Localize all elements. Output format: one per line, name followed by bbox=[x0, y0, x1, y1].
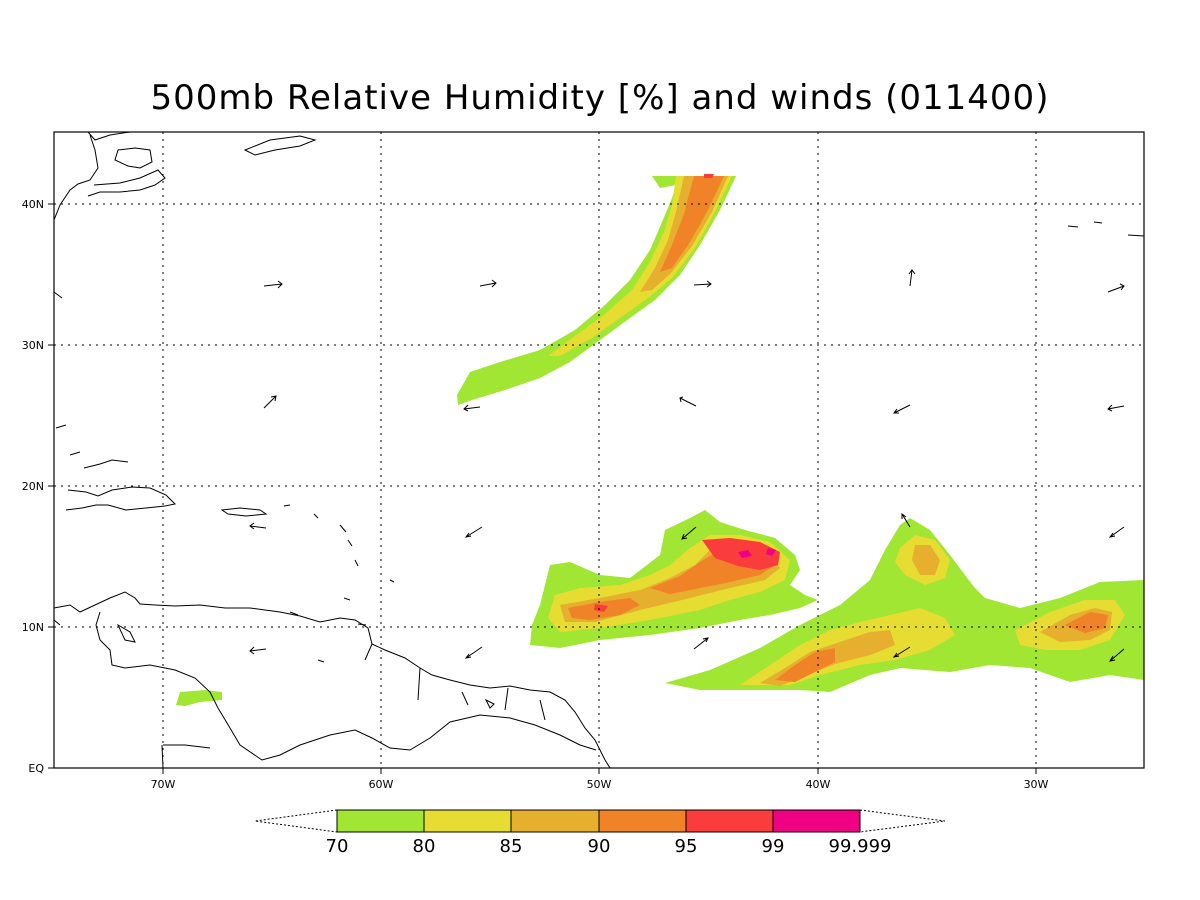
wind-vector bbox=[893, 404, 911, 414]
lon-labels: 70W 60W 50W 40W 30W bbox=[151, 778, 1049, 791]
lon-label: 30W bbox=[1024, 778, 1049, 791]
lat-labels: 40N 30N 20N 10N EQ bbox=[22, 198, 45, 775]
wind-vector bbox=[1108, 526, 1125, 538]
lon-label: 60W bbox=[369, 778, 394, 791]
humidity-region-west-90 bbox=[568, 550, 775, 620]
humidity-region-north-95 bbox=[704, 174, 714, 178]
lon-label: 50W bbox=[587, 778, 612, 791]
colorbar-swatch-70-80 bbox=[336, 809, 425, 833]
wind-vector bbox=[908, 269, 916, 287]
humidity-region-west-99 bbox=[738, 548, 776, 558]
wind-vector bbox=[1107, 283, 1125, 293]
wind-vector bbox=[464, 646, 483, 659]
wind-vector bbox=[263, 395, 277, 409]
wind-vector bbox=[249, 522, 267, 530]
wind-vector bbox=[249, 646, 267, 655]
wind-vector bbox=[681, 526, 697, 540]
wind-vectors bbox=[53, 269, 1125, 662]
lat-label: 10N bbox=[22, 621, 44, 634]
humidity-region-north-90 bbox=[660, 176, 724, 272]
axis-ticks bbox=[48, 203, 1037, 774]
humidity-region-venezuela bbox=[176, 690, 222, 706]
lat-label: 40N bbox=[22, 198, 44, 211]
colorbar-label: 99 bbox=[762, 836, 785, 857]
colorbar-swatch-95-99 bbox=[685, 809, 774, 833]
lon-label: 70W bbox=[151, 778, 176, 791]
colorbar-low-extension bbox=[254, 809, 338, 833]
lon-label: 40W bbox=[806, 778, 831, 791]
colorbar-swatch-85-90 bbox=[510, 809, 600, 833]
wind-vector bbox=[1107, 404, 1125, 412]
humidity-shading bbox=[176, 174, 1144, 706]
colorbar-swatch-90-95 bbox=[598, 809, 687, 833]
colorbar-label: 70 bbox=[326, 836, 349, 857]
colorbar-label: 90 bbox=[588, 836, 611, 857]
colorbar-label: 85 bbox=[500, 836, 523, 857]
colorbar-high-extension bbox=[859, 809, 946, 833]
coastlines bbox=[54, 132, 1144, 768]
colorbar-swatch-80-85 bbox=[423, 809, 512, 833]
humidity-region-west-95 bbox=[594, 538, 780, 612]
wind-vector bbox=[892, 646, 911, 658]
humidity-region-east-90 bbox=[775, 612, 1108, 682]
wind-vector bbox=[693, 637, 709, 650]
wind-vector bbox=[263, 280, 283, 289]
humidity-region-east bbox=[665, 518, 1144, 692]
wind-vector bbox=[901, 513, 911, 528]
colorbar-swatch-99-99999 bbox=[772, 809, 861, 833]
colorbar: 70 80 85 90 95 99 99.999 bbox=[254, 809, 946, 857]
lat-label: 30N bbox=[22, 339, 44, 352]
map-title: 500mb Relative Humidity [%] and winds (0… bbox=[150, 78, 1050, 118]
colorbar-label: 95 bbox=[675, 836, 698, 857]
wind-vector bbox=[53, 291, 63, 299]
wind-vector bbox=[679, 396, 697, 407]
wind-vector bbox=[1108, 648, 1125, 662]
colorbar-label: 80 bbox=[413, 836, 436, 857]
wind-vector bbox=[693, 280, 712, 288]
lat-label: 20N bbox=[22, 480, 44, 493]
wind-vector bbox=[463, 404, 481, 412]
graticule bbox=[54, 132, 1144, 768]
humidity-region-east-85 bbox=[760, 545, 1112, 686]
colorbar-label: 99.999 bbox=[829, 836, 892, 857]
wind-vector bbox=[464, 526, 483, 538]
lat-label: EQ bbox=[28, 762, 44, 775]
wind-vector bbox=[479, 279, 497, 288]
